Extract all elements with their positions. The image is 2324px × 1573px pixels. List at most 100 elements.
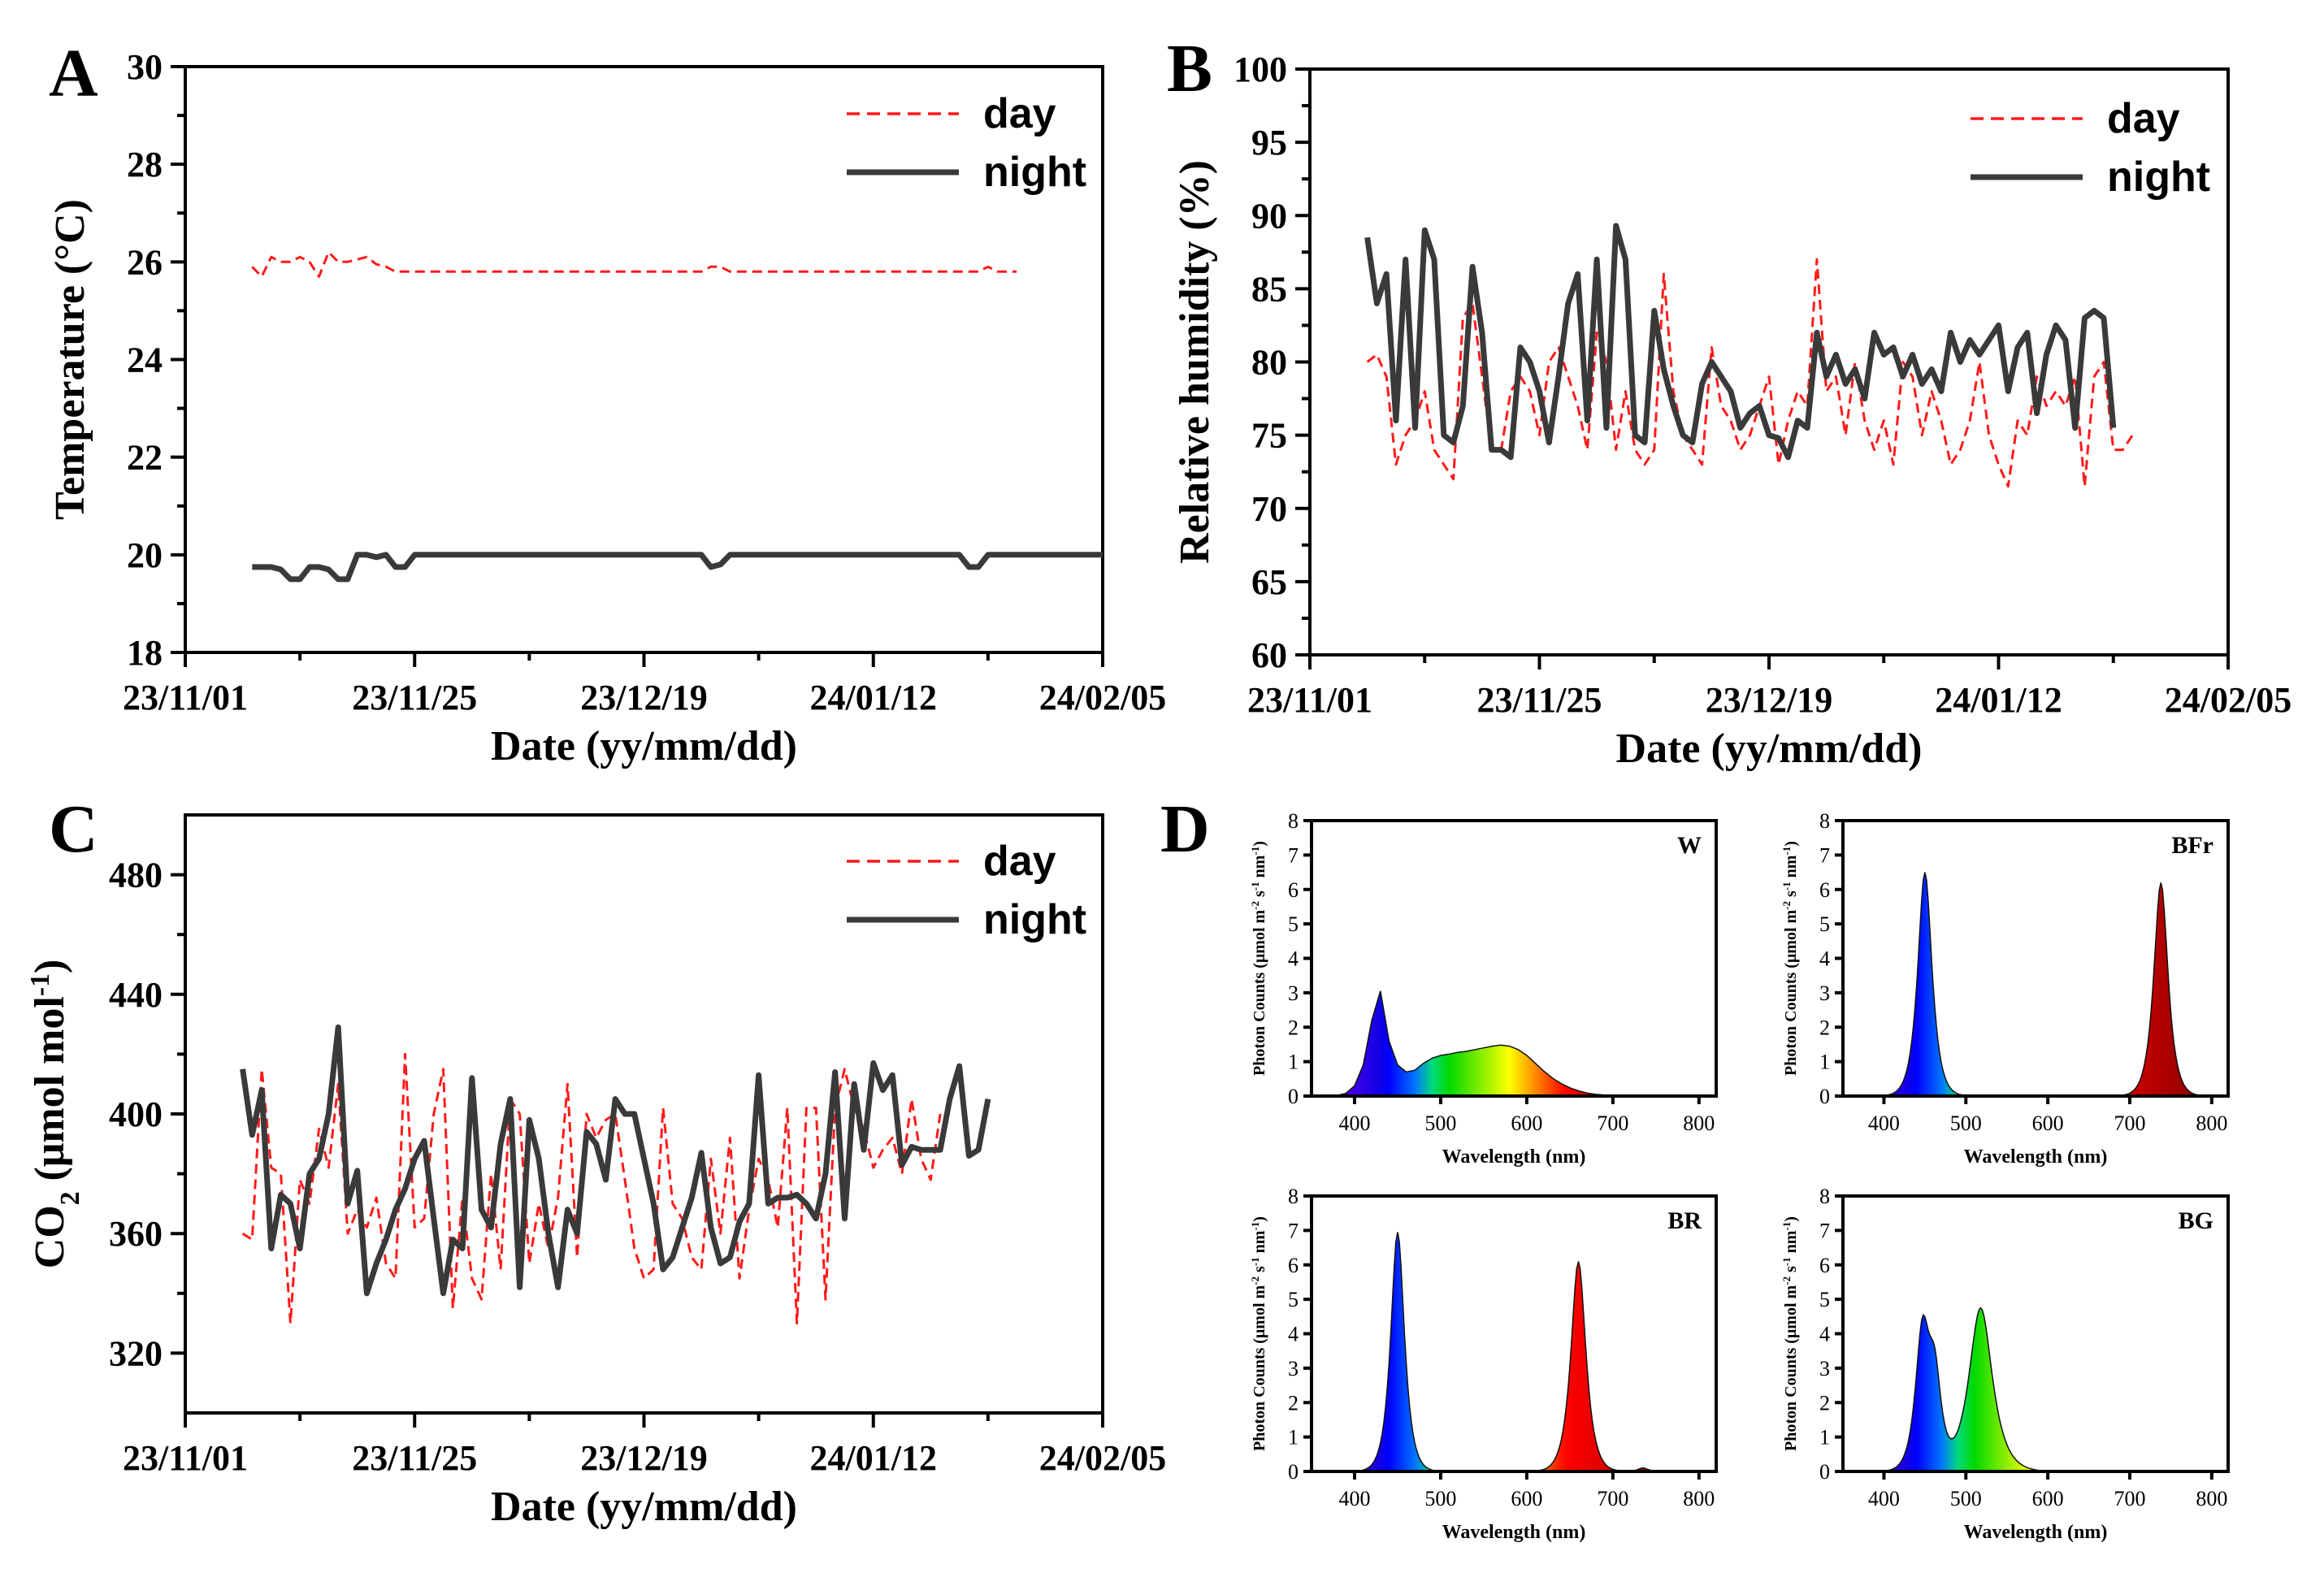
y-tick-label: 6 bbox=[1819, 878, 1830, 902]
y-tick-label: 7 bbox=[1819, 843, 1830, 867]
y-tick-label: 95 bbox=[1251, 123, 1287, 162]
x-tick-label: 23/11/01 bbox=[1247, 680, 1372, 720]
x-tick-label: 400 bbox=[1868, 1112, 1900, 1135]
x-tick-label: 24/02/05 bbox=[1039, 1438, 1166, 1478]
x-tick-label: 800 bbox=[1683, 1487, 1715, 1510]
y-tick-label: 4 bbox=[1288, 1323, 1299, 1346]
y-tick-label: 0 bbox=[1288, 1085, 1299, 1108]
y-tick-label: 4 bbox=[1819, 1323, 1830, 1346]
y-tick-label: 3 bbox=[1288, 982, 1299, 1005]
x-axis-title: Date (yy/mm/dd) bbox=[491, 723, 797, 769]
spectrum-label: BG bbox=[2179, 1207, 2213, 1234]
y-tick-label: 5 bbox=[1819, 1288, 1830, 1311]
y-tick-label: 28 bbox=[127, 145, 163, 184]
panel-a: 18 20 22 24 26 28 30 23/11/01 23/11/25 23/12/19 24… bbox=[47, 47, 1166, 769]
x-tick-label: 400 bbox=[1868, 1487, 1900, 1510]
plot-frame bbox=[1308, 67, 2230, 656]
panel-letter-d: D bbox=[1160, 791, 1210, 867]
y-axis-title: CO2 (μmol mol-1) bbox=[25, 960, 85, 1269]
x-tick-label: 23/11/25 bbox=[1476, 680, 1602, 720]
x-axis-title: Wavelength (nm) bbox=[1964, 1522, 2108, 1543]
y-tick-label: 3 bbox=[1819, 982, 1830, 1005]
legend-label-day: day bbox=[2107, 95, 2180, 142]
y-tick-label: 480 bbox=[109, 856, 163, 895]
x-tick-label: 500 bbox=[1950, 1487, 1982, 1510]
legend-label-day: day bbox=[983, 90, 1056, 137]
y-tick-label: 30 bbox=[127, 47, 163, 87]
legend-label-day: day bbox=[983, 838, 1056, 885]
y-tick-label: 85 bbox=[1251, 269, 1287, 309]
spectrum-area bbox=[1851, 872, 2228, 1097]
spectrum-area bbox=[1320, 1232, 1716, 1472]
y-tick-label: 80 bbox=[1251, 343, 1287, 383]
x-tick-label: 23/11/25 bbox=[352, 1438, 477, 1478]
y-axis-title: Temperature (°C) bbox=[47, 199, 93, 520]
y-tick-label: 4 bbox=[1819, 947, 1830, 971]
x-tick-label: 23/11/01 bbox=[123, 1438, 248, 1478]
y-tick-label: 4 bbox=[1288, 947, 1299, 971]
y-tick-label: 8 bbox=[1288, 809, 1299, 833]
y-axis-title: Photon Counts (μmol m-2 s-1 nm-1) bbox=[1780, 841, 1801, 1076]
y-tick-label: 18 bbox=[127, 633, 163, 673]
panel-b: 60 65 70 75 80 85 90 95 100 23/11/01 23/11/25 23/12… bbox=[1172, 50, 2291, 772]
y-tick-label: 6 bbox=[1819, 1254, 1830, 1277]
y-tick-label: 7 bbox=[1819, 1219, 1830, 1242]
y-axis-title: Relative humidity (%) bbox=[1172, 160, 1218, 564]
y-tick-label: 0 bbox=[1288, 1460, 1299, 1484]
x-tick-label: 700 bbox=[2114, 1487, 2145, 1510]
y-tick-label: 26 bbox=[127, 242, 163, 282]
y-tick-label: 2 bbox=[1288, 1016, 1299, 1039]
y-tick-label: 6 bbox=[1288, 878, 1299, 902]
y-tick-label: 65 bbox=[1251, 562, 1287, 602]
y-tick-label: 1 bbox=[1819, 1051, 1830, 1074]
x-axis-title: Wavelength (nm) bbox=[1442, 1522, 1586, 1543]
x-tick-label: 500 bbox=[1950, 1112, 1982, 1135]
x-tick-label: 600 bbox=[2032, 1487, 2064, 1510]
y-tick-label: 3 bbox=[1819, 1357, 1830, 1380]
x-tick-label: 800 bbox=[1683, 1112, 1715, 1135]
x-axis-title: Date (yy/mm/dd) bbox=[491, 1484, 797, 1530]
x-tick-label: 23/12/19 bbox=[580, 678, 707, 717]
spectrum-label: BFr bbox=[2171, 832, 2213, 859]
y-tick-label: 440 bbox=[109, 975, 163, 1015]
x-tick-label: 500 bbox=[1424, 1112, 1456, 1135]
series-line-day bbox=[251, 250, 1017, 278]
x-tick-label: 400 bbox=[1338, 1487, 1370, 1510]
x-tick-label: 800 bbox=[2196, 1487, 2227, 1510]
y-tick-label: 7 bbox=[1288, 843, 1299, 867]
y-axis-title: Photon Counts (μmol m-2 s-1 nm-1) bbox=[1780, 1216, 1801, 1451]
series-line-night bbox=[252, 552, 1103, 583]
spectrum-area bbox=[1337, 990, 1699, 1097]
y-tick-label: 90 bbox=[1251, 196, 1287, 236]
panel-letter-c: C bbox=[49, 791, 98, 867]
series-line-night bbox=[1364, 223, 2117, 461]
y-tick-label: 400 bbox=[109, 1094, 163, 1134]
legend-label-night: night bbox=[983, 149, 1086, 196]
panel-c: 320 360 400 440 480 23/11/01 23/11/25 23/12/19 2… bbox=[25, 813, 1166, 1530]
y-tick-label: 360 bbox=[109, 1214, 163, 1254]
plot-frame bbox=[1841, 1194, 2230, 1473]
panel-letter-a: A bbox=[49, 36, 98, 111]
x-tick-label: 23/12/19 bbox=[1706, 680, 1832, 720]
x-tick-label: 400 bbox=[1338, 1112, 1370, 1135]
y-tick-label: 2 bbox=[1819, 1016, 1830, 1039]
y-tick-label: 1 bbox=[1819, 1426, 1830, 1450]
y-tick-label: 0 bbox=[1819, 1460, 1830, 1484]
x-tick-label: 600 bbox=[1511, 1487, 1542, 1510]
y-tick-label: 2 bbox=[1288, 1391, 1299, 1415]
y-tick-label: 75 bbox=[1251, 416, 1287, 456]
legend-label-night: night bbox=[2107, 154, 2210, 201]
panel-d-w: 0 1 2 3 4 5 6 7 8 400 500 600 700 800 Wavelength (nm) P… bbox=[1249, 809, 1718, 1168]
panel-d-bg: 0 1 2 3 4 5 6 7 8 400 500 600 700 800 Wavelength (nm) P… bbox=[1780, 1185, 2230, 1543]
panel-letter-b: B bbox=[1167, 31, 1212, 106]
legend-label-night: night bbox=[983, 896, 1086, 943]
x-tick-label: 24/01/12 bbox=[1935, 680, 2062, 720]
spectrum-label: W bbox=[1677, 832, 1702, 859]
y-tick-label: 8 bbox=[1819, 809, 1830, 833]
y-tick-label: 24 bbox=[127, 340, 163, 380]
x-tick-label: 24/01/12 bbox=[810, 678, 937, 717]
x-tick-label: 600 bbox=[1511, 1112, 1542, 1135]
y-tick-label: 100 bbox=[1234, 50, 1287, 89]
x-axis-title: Date (yy/mm/dd) bbox=[1616, 726, 1923, 772]
